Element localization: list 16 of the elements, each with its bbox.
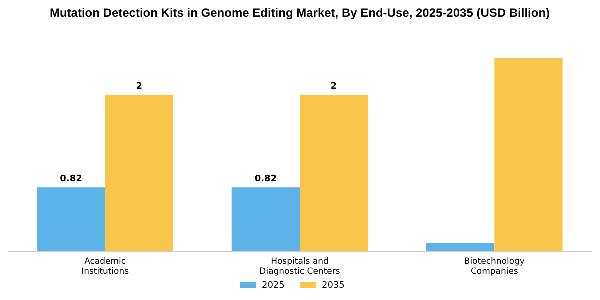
bar [37, 188, 106, 252]
data-label: 0.82 [254, 174, 278, 185]
x-tick-label: Biotechnology Companies [464, 257, 525, 277]
data-label: 2 [136, 82, 143, 92]
x-tick-label: Hospitals and Diagnostic Centers [260, 257, 341, 277]
legend-label: 2025 [262, 281, 285, 291]
bar [232, 188, 300, 252]
bar [300, 94, 368, 252]
bar [426, 243, 495, 252]
data-label: 2 [330, 82, 338, 92]
legend-label: 2035 [322, 281, 345, 291]
data-label: 0.82 [60, 174, 82, 185]
bar [494, 58, 563, 252]
bar [105, 94, 174, 252]
chart-title: Mutation Detection Kits in Genome Editing Market, By End-Use, 2025-2035 (USD Billion) [50, 6, 550, 20]
x-tick-label: Academic Institutions [82, 257, 130, 277]
